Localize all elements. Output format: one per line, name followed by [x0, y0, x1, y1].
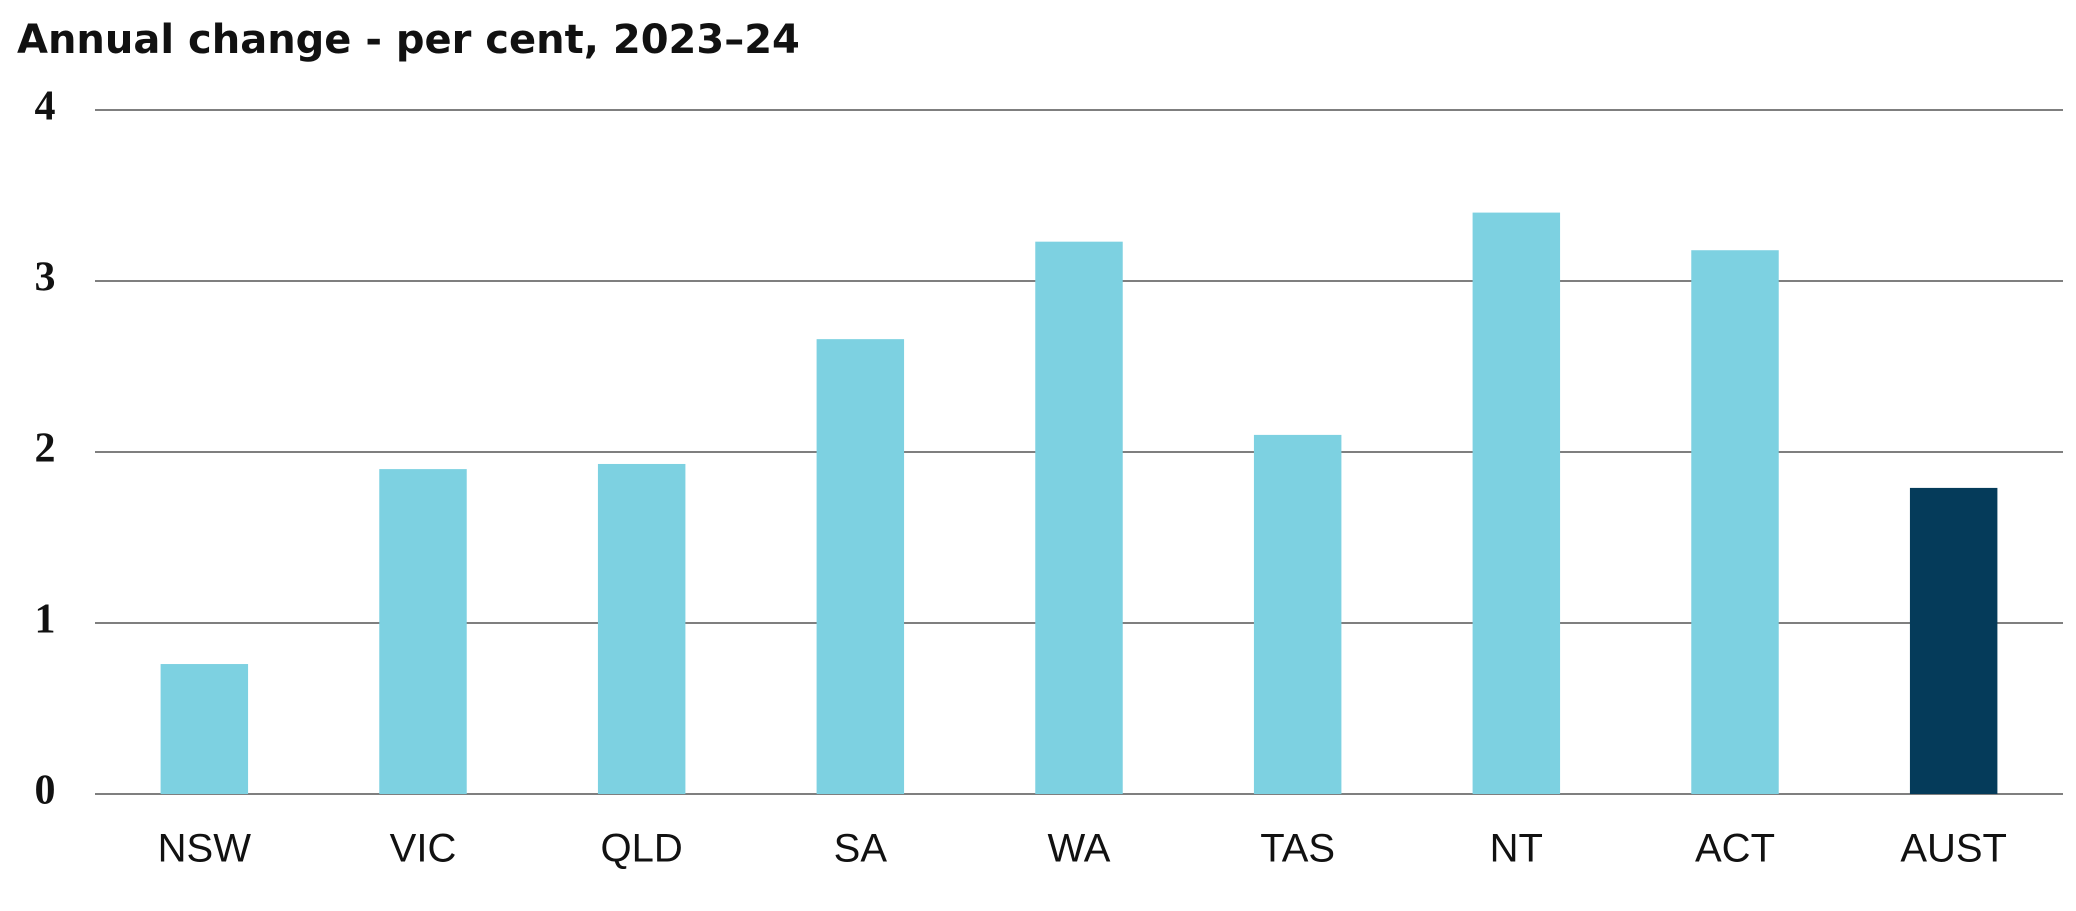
bar [160, 664, 249, 794]
bar [1472, 212, 1561, 795]
y-tick-label: 0 [35, 768, 56, 814]
y-tick-label: 1 [35, 597, 56, 643]
x-tick-label: WA [1048, 827, 1111, 871]
x-tick-label: AUST [1900, 827, 2007, 871]
bar [1909, 487, 1998, 794]
y-tick-label: 2 [35, 426, 56, 472]
y-tick-label: 3 [35, 255, 56, 301]
bar [1253, 434, 1342, 794]
x-tick-label: SA [834, 827, 888, 871]
bar [1691, 250, 1779, 795]
x-tick-label: NSW [158, 827, 252, 871]
x-tick-label: ACT [1695, 827, 1775, 871]
x-tick-label: VIC [390, 827, 457, 871]
bar [1035, 241, 1123, 795]
x-tick-label: TAS [1260, 827, 1335, 871]
bar [379, 469, 467, 794]
x-tick-label: NT [1490, 827, 1543, 871]
bar [597, 463, 686, 794]
x-tick-label: QLD [601, 827, 683, 871]
bar [816, 339, 905, 794]
y-tick-label: 4 [35, 84, 56, 130]
chart-title: Annual change - per cent, 2023–24 [17, 17, 800, 63]
